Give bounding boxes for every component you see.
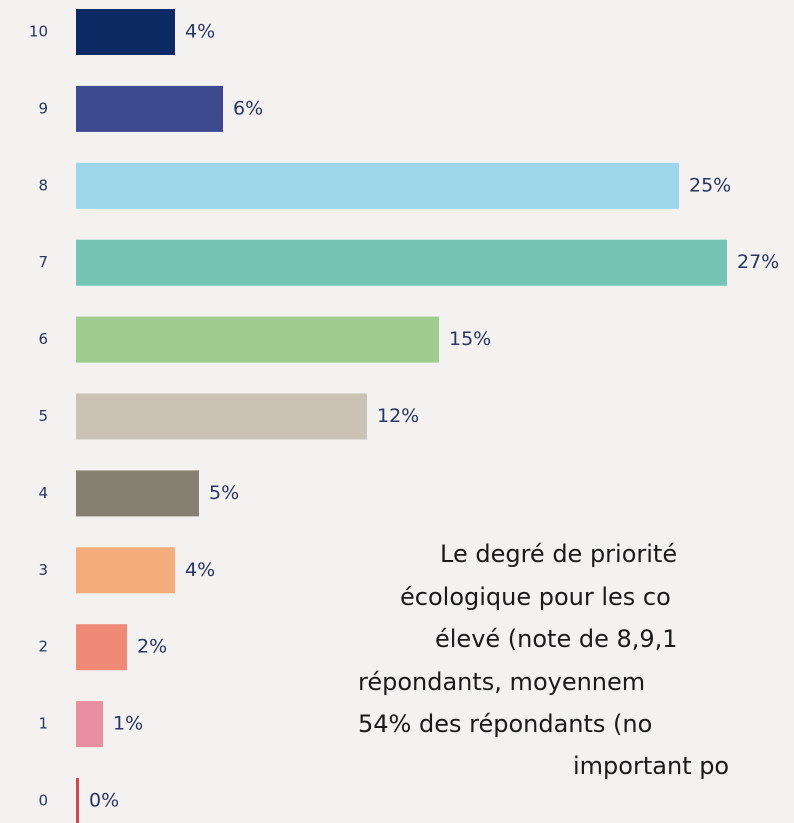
category-label: 1 xyxy=(38,715,48,733)
value-label: 2% xyxy=(137,636,167,658)
value-label: 5% xyxy=(209,482,239,504)
bar xyxy=(76,316,439,363)
value-label: 0% xyxy=(89,790,119,812)
annotation-line: 54% des répondants (no xyxy=(358,710,652,738)
category-label: 8 xyxy=(38,176,48,194)
category-label: 9 xyxy=(38,99,48,117)
bar xyxy=(76,85,223,132)
bar xyxy=(76,470,199,517)
bar xyxy=(76,778,79,823)
value-label: 6% xyxy=(233,97,263,119)
value-label: 1% xyxy=(113,713,143,735)
annotation-line: répondants, moyennem xyxy=(358,668,645,696)
annotation-line: élevé (note de 8,9,1 xyxy=(435,625,678,653)
bar xyxy=(76,162,679,209)
bar xyxy=(76,393,367,440)
bar xyxy=(76,624,127,671)
category-label: 0 xyxy=(38,792,48,810)
category-label: 10 xyxy=(29,23,48,41)
value-label: 12% xyxy=(377,405,419,427)
bar xyxy=(76,547,175,594)
category-label: 3 xyxy=(38,561,48,579)
value-label: 4% xyxy=(185,21,215,43)
category-label: 7 xyxy=(38,253,48,271)
annotation-line: écologique pour les co xyxy=(400,583,671,611)
bar xyxy=(76,239,727,286)
category-label: 4 xyxy=(38,484,48,502)
annotation-line: Le degré de priorité xyxy=(440,540,677,568)
value-label: 27% xyxy=(737,251,779,273)
value-label: 15% xyxy=(449,328,491,350)
value-label: 25% xyxy=(689,174,731,196)
category-label: 5 xyxy=(38,407,48,425)
bar xyxy=(76,9,175,55)
bar xyxy=(76,701,103,748)
category-label: 6 xyxy=(38,330,48,348)
value-label: 4% xyxy=(185,559,215,581)
annotation-line: important po xyxy=(573,752,729,780)
category-label: 2 xyxy=(38,638,48,656)
